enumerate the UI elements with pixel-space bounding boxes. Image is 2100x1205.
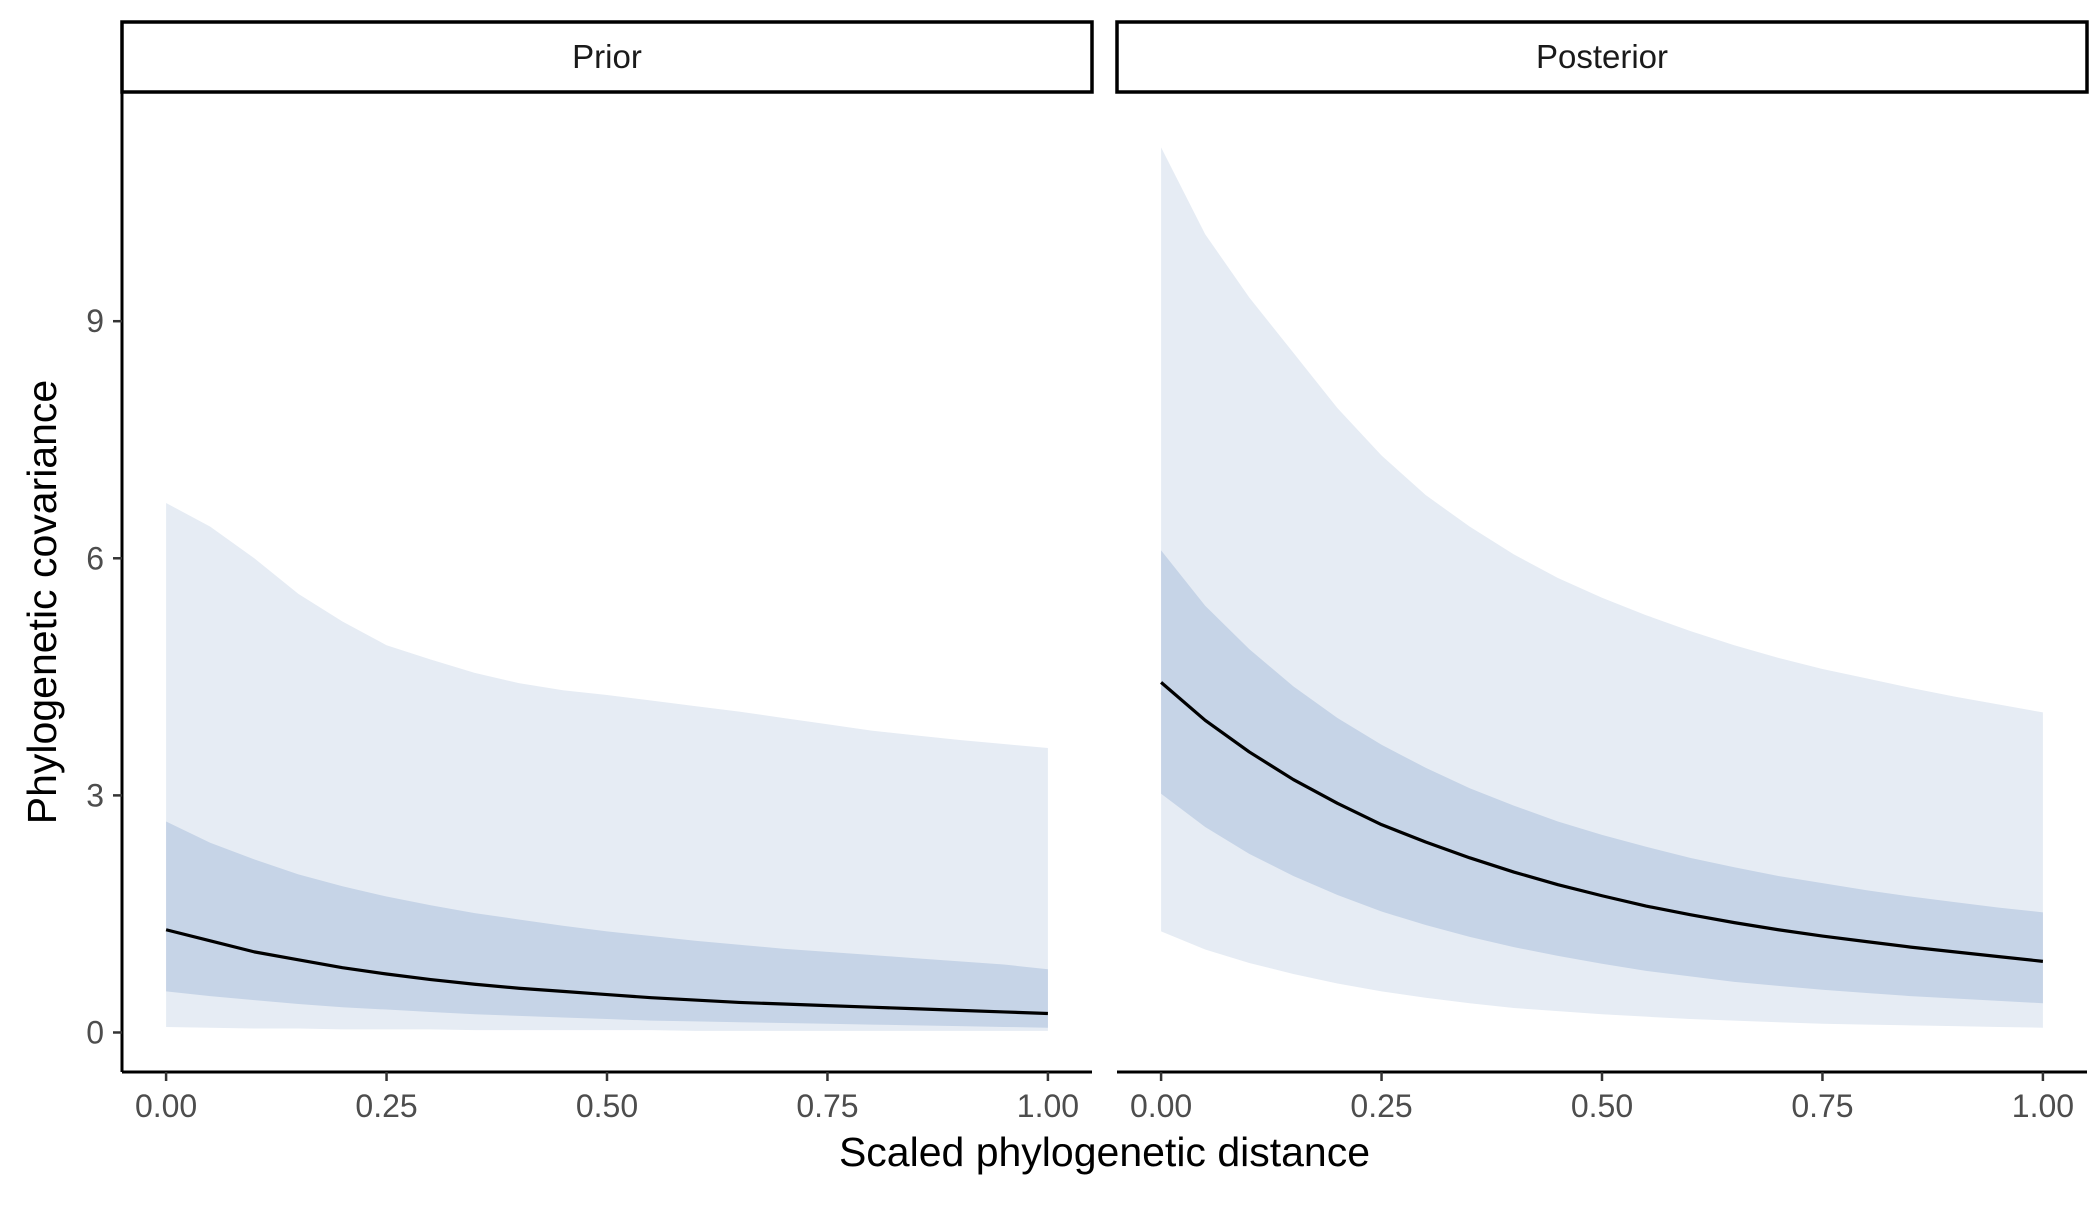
x-tick-label-prior: 1.00 — [1017, 1088, 1079, 1124]
y-tick-label: 3 — [86, 777, 104, 813]
y-tick-label: 6 — [86, 540, 104, 576]
inner-band-prior — [166, 821, 1048, 1028]
strip-box-prior — [120, 20, 1094, 94]
strip-label-posterior: Posterior — [1536, 38, 1668, 75]
x-axis-title: Scaled phylogenetic distance — [839, 1129, 1370, 1175]
x-tick-label-prior: 0.25 — [355, 1088, 417, 1124]
x-tick-label-posterior: 0.25 — [1350, 1088, 1412, 1124]
y-tick-label: 9 — [86, 303, 104, 339]
x-tick-label-prior: 0.75 — [796, 1088, 858, 1124]
strip-label-prior: Prior — [572, 38, 642, 75]
strip-box-posterior — [1115, 20, 2089, 94]
x-tick-label-posterior: 0.00 — [1130, 1088, 1192, 1124]
x-tick-label-prior: 0.50 — [576, 1088, 638, 1124]
inner-band-posterior — [1161, 550, 2043, 1004]
y-axis-title: Phylogenetic covariance — [19, 380, 65, 824]
x-tick-label-posterior: 1.00 — [2012, 1088, 2074, 1124]
y-tick-label: 0 — [86, 1014, 104, 1050]
x-tick-label-posterior: 0.50 — [1571, 1088, 1633, 1124]
x-tick-label-prior: 0.00 — [135, 1088, 197, 1124]
x-tick-label-posterior: 0.75 — [1791, 1088, 1853, 1124]
median-line-prior — [165, 928, 1048, 1016]
median-line-posterior — [1160, 681, 2044, 963]
